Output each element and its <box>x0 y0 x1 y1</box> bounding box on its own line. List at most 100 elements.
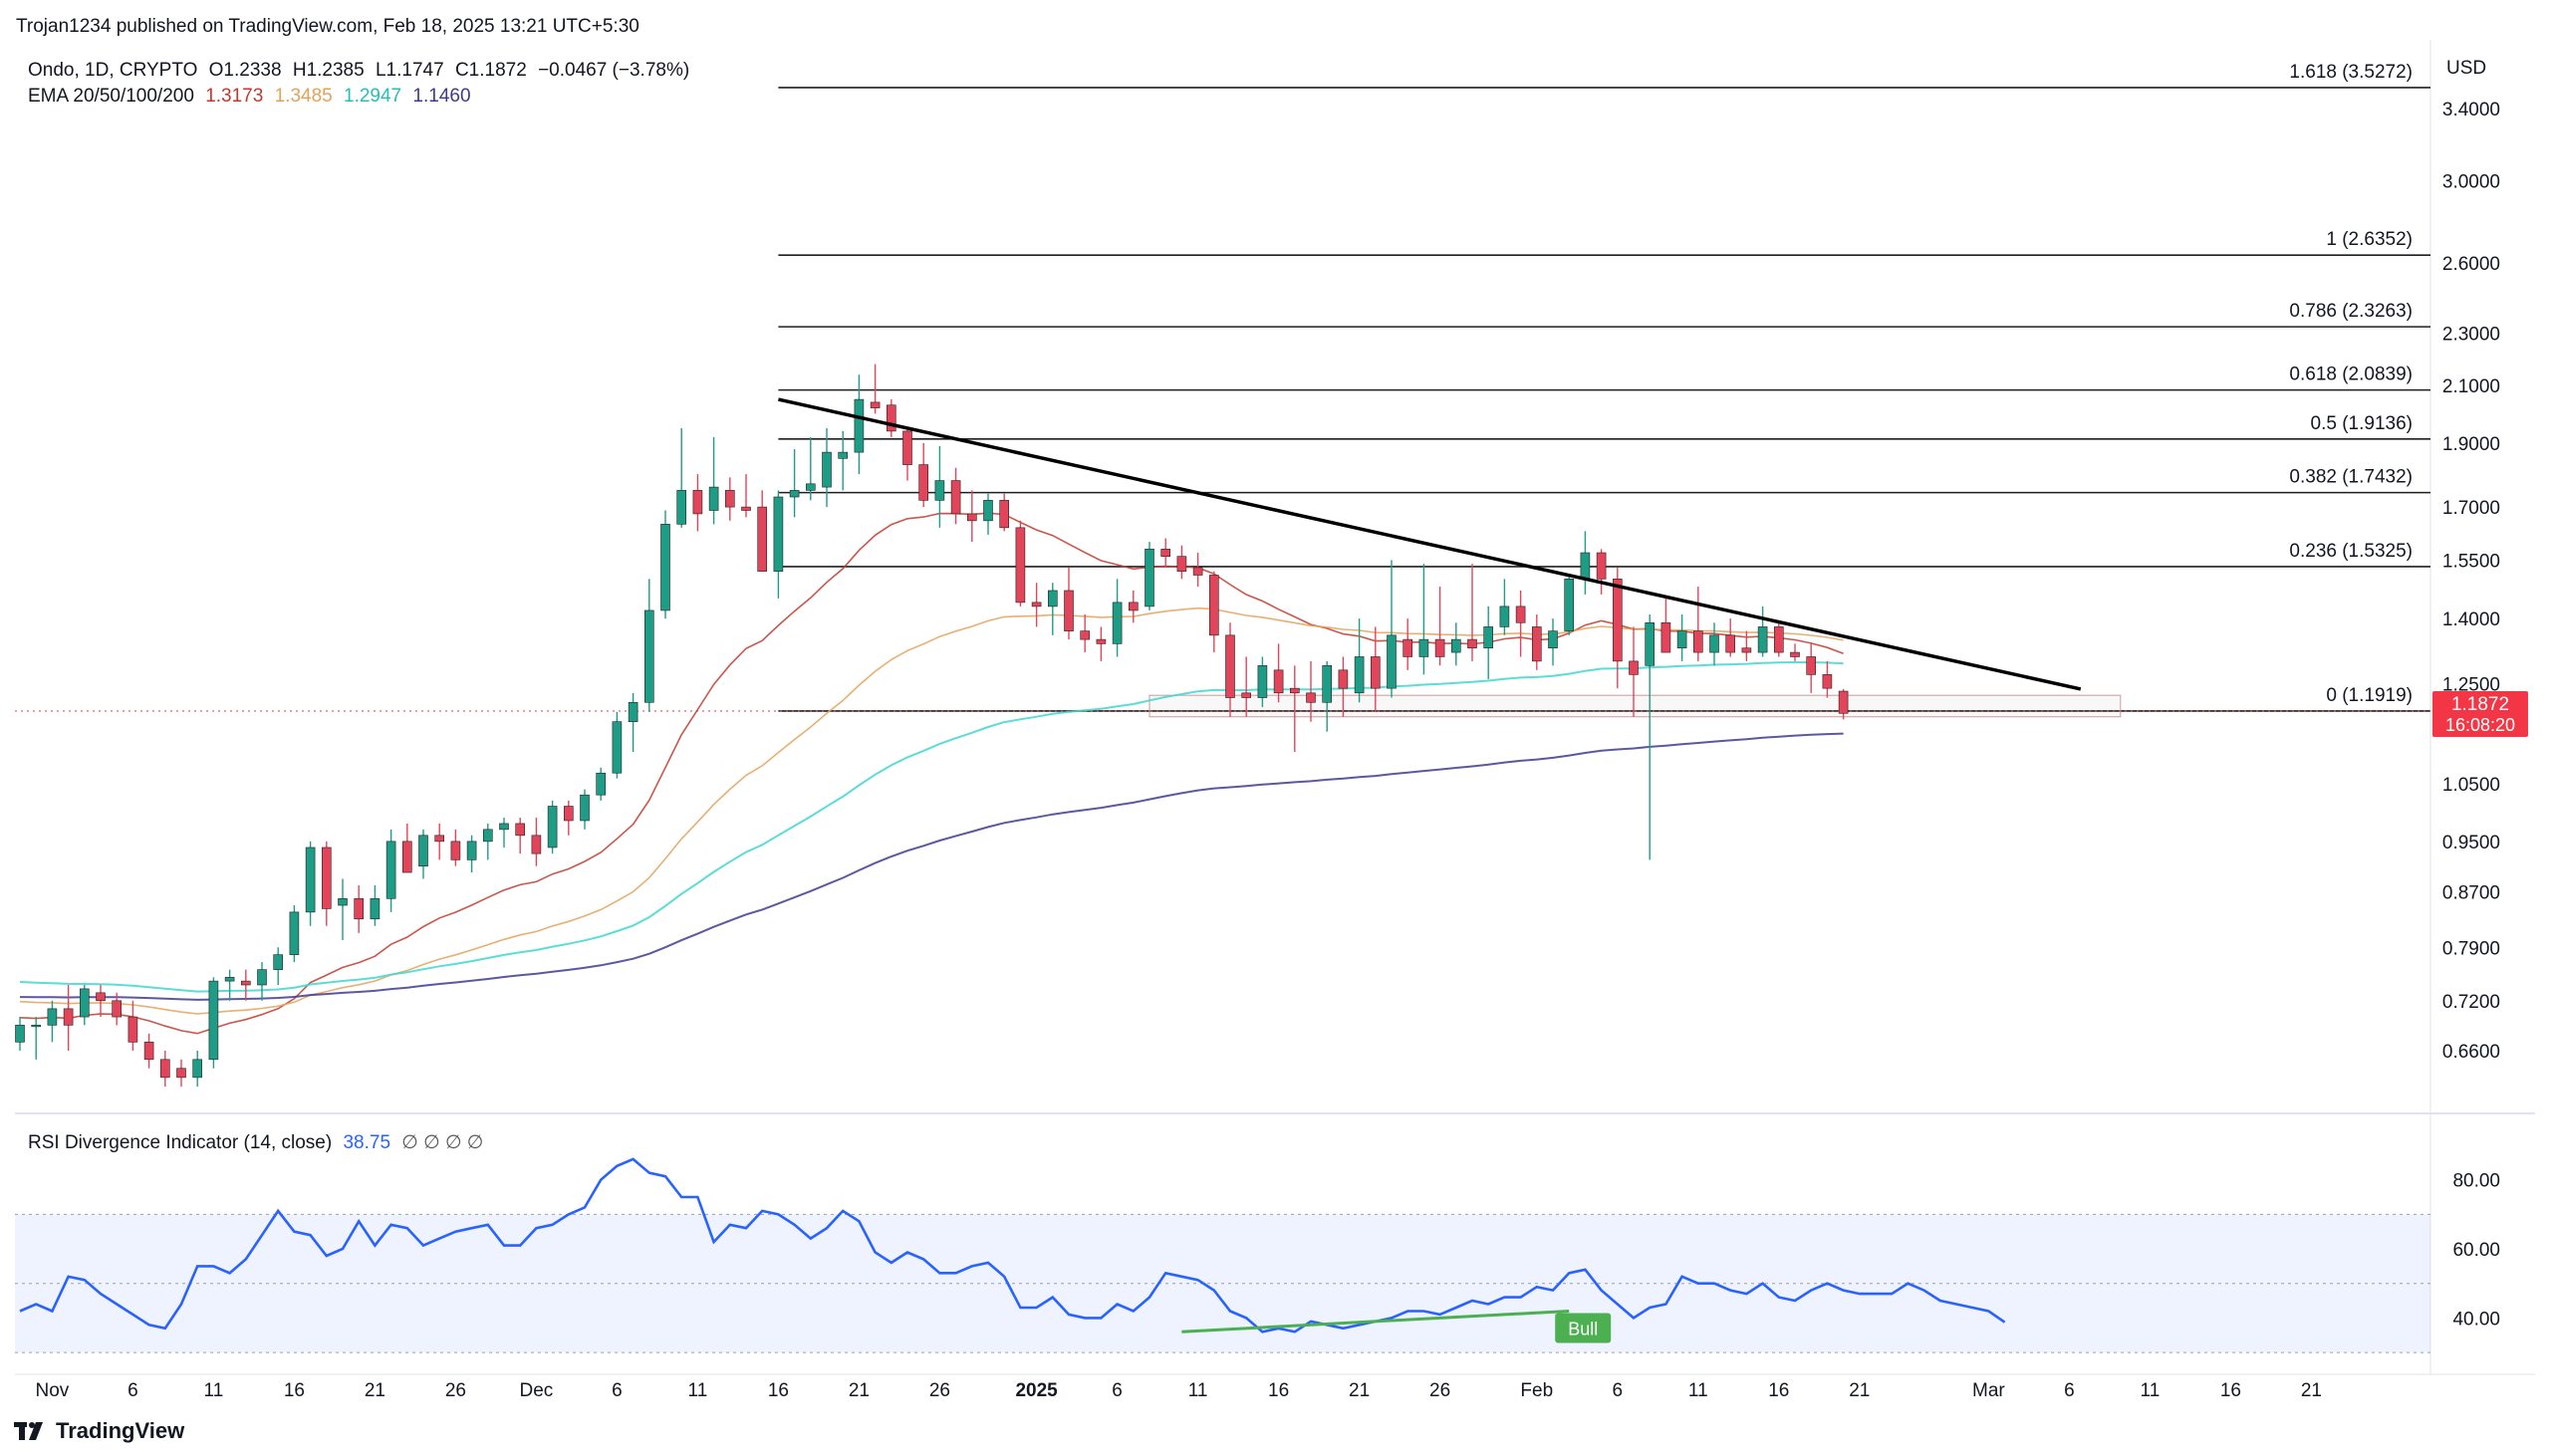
time-tick-label: 6 <box>1112 1380 1123 1401</box>
last-price-value: 1.1872 <box>2451 694 2509 715</box>
fib-level-label: 0.5 (1.9136) <box>2311 413 2413 434</box>
tradingview-brand[interactable]: TradingView <box>14 1418 184 1444</box>
time-tick-label: 21 <box>365 1380 385 1401</box>
ema-label[interactable]: EMA 20/50/100/200 <box>28 86 194 107</box>
fib-level-label: 0 (1.1919) <box>2326 685 2413 706</box>
candle-body <box>1338 669 1349 689</box>
candle-body <box>1354 656 1365 694</box>
time-tick-label: 16 <box>1268 1380 1289 1401</box>
candle-body <box>1371 656 1381 689</box>
fib-level-label: 0.382 (1.7432) <box>2289 467 2413 488</box>
symbol-legend[interactable]: Ondo, 1D, CRYPTO O1.2338 H1.2385 L1.1747… <box>28 60 695 82</box>
candle-body <box>741 506 751 511</box>
time-tick-label: Feb <box>1520 1380 1553 1401</box>
price-tick-label: 1.9000 <box>2442 434 2500 455</box>
tradingview-logo-icon <box>14 1422 43 1440</box>
ohlc-open: O1.2338 <box>208 60 282 81</box>
candle-body <box>773 496 784 572</box>
time-tick-label: 11 <box>1188 1380 1208 1401</box>
candle-body <box>401 841 412 873</box>
candle-body <box>870 401 881 408</box>
rsi-tick-label: 40.00 <box>2452 1309 2500 1330</box>
candle-body <box>1241 692 1251 698</box>
candle-body <box>547 806 558 849</box>
candle-body <box>966 513 977 522</box>
price-tick-label: 1.2500 <box>2442 675 2500 696</box>
price-tick-label: 1.0500 <box>2442 775 2500 796</box>
candle-body <box>1596 552 1607 580</box>
candle-body <box>1225 634 1235 698</box>
candle-body <box>80 988 90 1018</box>
candle-body <box>1434 638 1445 657</box>
fib-level-label: 1.618 (3.5272) <box>2289 62 2413 83</box>
candle-body <box>160 1059 170 1079</box>
candle-body <box>418 835 428 866</box>
candle-body <box>1483 626 1493 649</box>
candle-body <box>1676 630 1687 649</box>
candle-body <box>1257 665 1268 698</box>
candle-body <box>805 483 816 491</box>
candle-body <box>1515 606 1526 623</box>
price-tick-label: 1.5500 <box>2442 551 2500 572</box>
currency-label[interactable]: USD <box>2446 58 2487 79</box>
publish-line: Trojan1234 published on TradingView.com,… <box>16 16 639 37</box>
candle-body <box>692 490 703 515</box>
ema-100-value: 1.2947 <box>344 86 402 107</box>
candle-body <box>63 1008 74 1026</box>
time-tick-label: 11 <box>2141 1380 2161 1401</box>
candle-body <box>1564 579 1574 631</box>
time-tick-label: 26 <box>445 1380 466 1401</box>
time-tick-label: 21 <box>1349 1380 1370 1401</box>
candle-body <box>1629 660 1639 675</box>
candle-body <box>1467 638 1477 649</box>
last-price-badge <box>2432 690 2528 737</box>
ema-legend[interactable]: EMA 20/50/100/200 1.3173 1.3485 1.2947 1… <box>28 86 477 108</box>
rsi-legend[interactable]: RSI Divergence Indicator (14, close) 38.… <box>28 1131 489 1154</box>
candle-body <box>370 897 381 920</box>
candle-body <box>660 524 670 611</box>
candle-body <box>31 1025 42 1028</box>
time-tick-label: 26 <box>929 1380 950 1401</box>
time-tick-label: 21 <box>1849 1380 1870 1401</box>
candle-body <box>499 823 509 831</box>
candle-body <box>999 500 1010 529</box>
rsi-tick-label: 60.00 <box>2452 1240 2500 1261</box>
candle-body <box>273 954 284 970</box>
candle-body <box>1322 665 1332 703</box>
time-tick-label: 16 <box>1768 1380 1789 1401</box>
candle-body <box>531 835 542 854</box>
candle-body <box>466 841 477 860</box>
ohlc-low: L1.1747 <box>375 60 444 81</box>
candle-body <box>1418 638 1429 657</box>
candle-body <box>934 480 945 501</box>
candle-body <box>289 911 300 955</box>
candle-body <box>757 506 768 572</box>
candle-body <box>708 486 719 511</box>
time-tick-label: Dec <box>520 1380 554 1401</box>
rsi-label[interactable]: RSI Divergence Indicator (14, close) <box>28 1132 333 1153</box>
time-tick-label: 11 <box>688 1380 708 1401</box>
candle-body <box>1387 634 1397 689</box>
time-tick-label: 2025 <box>1015 1380 1058 1401</box>
ema-50-value: 1.3485 <box>274 86 333 107</box>
time-tick-label: 16 <box>768 1380 789 1401</box>
candle-body <box>143 1042 154 1061</box>
candle-body <box>612 721 623 774</box>
symbol-name[interactable]: Ondo, 1D, CRYPTO <box>28 60 198 81</box>
price-tick-label: 0.7900 <box>2442 938 2500 959</box>
candle-body <box>1499 606 1510 627</box>
time-tick-label: 26 <box>1429 1380 1450 1401</box>
candle-body <box>338 897 348 906</box>
candle-body <box>1402 638 1412 657</box>
time-tick-label: 6 <box>2064 1380 2075 1401</box>
candle-body <box>482 829 493 843</box>
rsi-line <box>19 1157 2006 1334</box>
price-tick-label: 0.7200 <box>2442 992 2500 1013</box>
price-change: −0.0467 (−3.78%) <box>538 60 690 81</box>
candle-body <box>450 841 461 860</box>
candle-body <box>241 980 251 986</box>
time-tick-label: 11 <box>1688 1380 1708 1401</box>
candle-body <box>918 464 929 501</box>
price-tick-label: 0.8700 <box>2442 883 2500 904</box>
